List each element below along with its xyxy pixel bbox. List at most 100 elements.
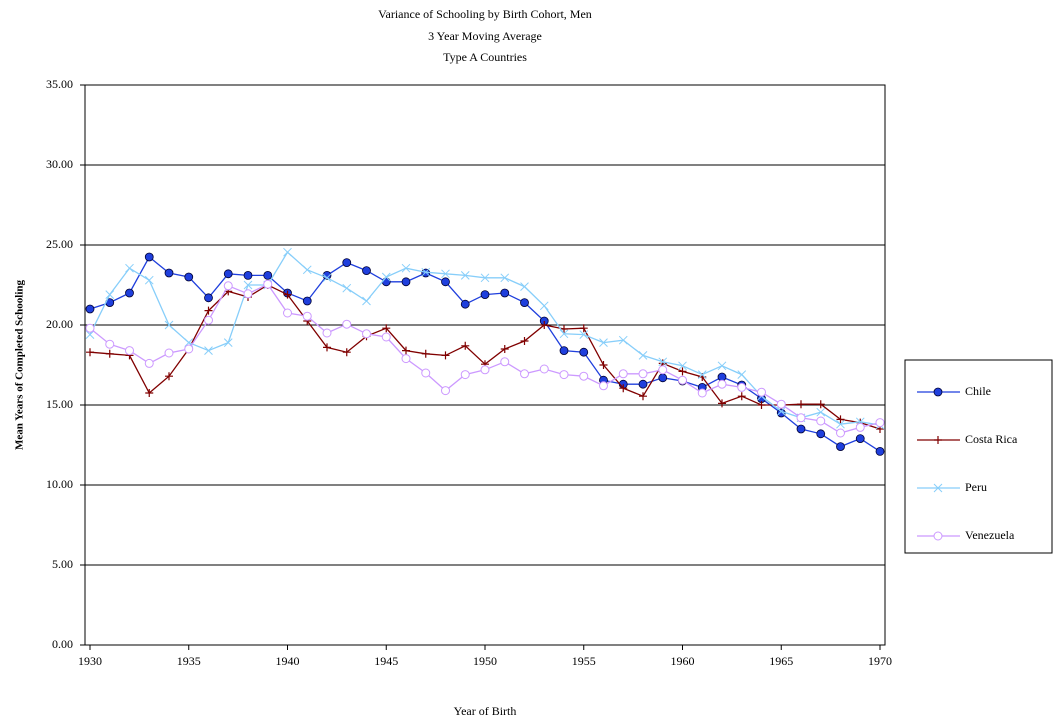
data-point bbox=[441, 269, 450, 279]
data-point bbox=[381, 277, 391, 287]
chart-subtitle: 3 Year Moving Average bbox=[428, 29, 542, 43]
data-point bbox=[460, 299, 470, 309]
data-point bbox=[302, 296, 312, 306]
x-tick-label: 1940 bbox=[276, 654, 300, 668]
data-point bbox=[85, 323, 95, 333]
x-tick-label: 1965 bbox=[769, 654, 793, 668]
data-point bbox=[638, 379, 648, 389]
data-point bbox=[816, 407, 826, 417]
data-point bbox=[500, 345, 509, 353]
data-point bbox=[105, 349, 114, 358]
series-line bbox=[89, 283, 881, 434]
data-point bbox=[86, 348, 94, 357]
y-tick-label: 0.00 bbox=[52, 637, 73, 651]
chart-title: Variance of Schooling by Birth Cohort, M… bbox=[378, 7, 592, 21]
legend-swatch-marker bbox=[933, 531, 943, 541]
data-point bbox=[559, 370, 569, 380]
data-point bbox=[520, 282, 529, 291]
data-point bbox=[776, 399, 786, 409]
data-point bbox=[105, 339, 115, 349]
y-tick-label: 30.00 bbox=[46, 157, 73, 171]
data-point bbox=[322, 273, 332, 283]
data-point bbox=[618, 335, 628, 345]
y-tick-label: 20.00 bbox=[46, 317, 73, 331]
data-point bbox=[342, 258, 352, 268]
data-point bbox=[381, 332, 391, 342]
data-point bbox=[302, 311, 312, 321]
data-point bbox=[480, 365, 490, 375]
data-point bbox=[402, 346, 410, 355]
data-point bbox=[678, 367, 687, 376]
data-point bbox=[618, 369, 628, 379]
data-point bbox=[737, 370, 747, 379]
series-line bbox=[89, 256, 881, 452]
data-point bbox=[441, 277, 450, 287]
data-point bbox=[243, 280, 253, 290]
data-point bbox=[638, 351, 648, 360]
data-point bbox=[362, 266, 371, 276]
data-point bbox=[540, 321, 549, 329]
data-point bbox=[263, 279, 273, 289]
data-point bbox=[658, 357, 668, 367]
data-point bbox=[875, 418, 885, 428]
data-point bbox=[382, 324, 391, 333]
data-point bbox=[323, 343, 331, 352]
data-point bbox=[797, 400, 805, 409]
legend-swatch-marker bbox=[934, 436, 942, 444]
data-point bbox=[776, 407, 786, 416]
y-tick-label: 5.00 bbox=[52, 557, 73, 571]
data-point bbox=[362, 329, 371, 339]
legend-label: Peru bbox=[965, 480, 987, 494]
legend-label: Costa Rica bbox=[965, 432, 1018, 446]
data-point bbox=[165, 372, 173, 381]
data-point bbox=[796, 413, 806, 423]
legend-swatch-marker bbox=[933, 483, 943, 493]
data-point bbox=[717, 379, 727, 389]
data-point bbox=[263, 270, 273, 280]
data-point bbox=[125, 346, 134, 356]
data-point bbox=[638, 369, 648, 379]
data-point bbox=[757, 387, 766, 397]
data-point bbox=[855, 422, 865, 432]
data-point bbox=[599, 338, 608, 347]
data-point bbox=[184, 344, 194, 354]
data-point bbox=[718, 399, 726, 408]
x-tick-label: 1955 bbox=[572, 654, 596, 668]
data-point bbox=[599, 361, 608, 369]
data-point bbox=[421, 349, 430, 358]
y-tick-label: 35.00 bbox=[46, 77, 73, 91]
data-point bbox=[302, 265, 312, 275]
data-point bbox=[223, 281, 233, 291]
data-point bbox=[283, 247, 292, 257]
data-point bbox=[243, 270, 253, 280]
data-point bbox=[460, 271, 470, 280]
data-point bbox=[836, 419, 845, 429]
data-point bbox=[105, 290, 115, 299]
data-point bbox=[184, 272, 194, 282]
data-point bbox=[658, 373, 668, 383]
chart-subtitle: Type A Countries bbox=[443, 50, 527, 64]
data-point bbox=[855, 434, 865, 444]
data-point bbox=[757, 401, 766, 409]
x-tick-label: 1930 bbox=[78, 654, 102, 668]
data-point bbox=[717, 361, 727, 371]
data-point bbox=[816, 429, 826, 439]
data-point bbox=[520, 337, 529, 345]
data-point bbox=[322, 328, 332, 338]
data-point bbox=[816, 416, 826, 426]
data-point bbox=[85, 304, 95, 314]
data-point bbox=[500, 288, 510, 298]
data-point bbox=[776, 408, 786, 418]
data-point bbox=[283, 308, 292, 318]
legend-label: Chile bbox=[965, 384, 991, 398]
data-point bbox=[836, 415, 845, 424]
x-tick-label: 1960 bbox=[671, 654, 695, 668]
data-point bbox=[144, 358, 154, 368]
data-point bbox=[243, 289, 253, 299]
data-point bbox=[421, 368, 431, 378]
x-tick-label: 1935 bbox=[177, 654, 201, 668]
data-point bbox=[164, 320, 174, 330]
data-point bbox=[144, 275, 154, 285]
